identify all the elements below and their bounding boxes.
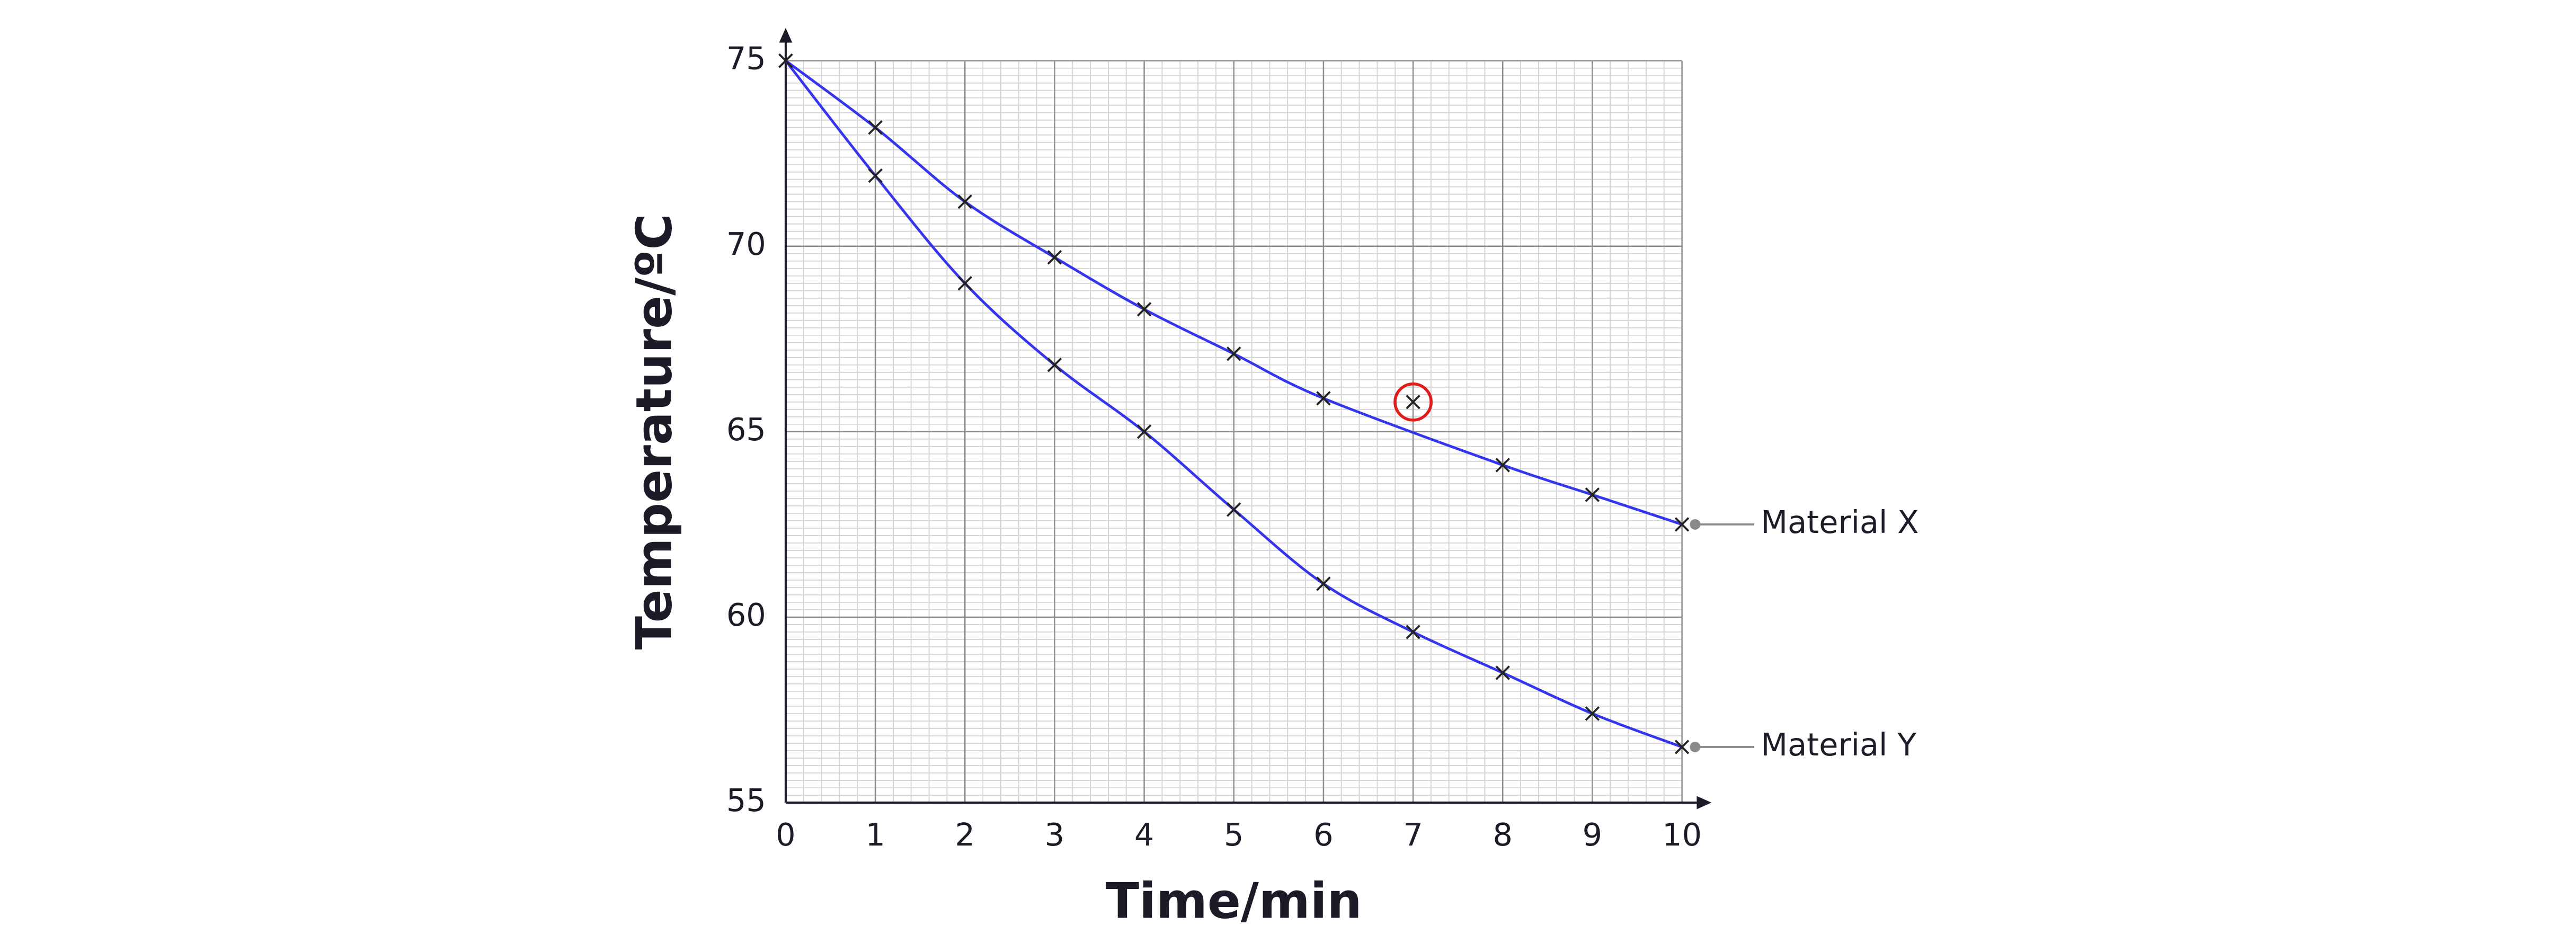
data-marker xyxy=(1316,576,1331,591)
x-tick-label: 4 xyxy=(1134,816,1154,853)
x-axis-title: Time/min xyxy=(1106,873,1362,930)
x-tick-label: 10 xyxy=(1662,816,1702,853)
data-marker xyxy=(1227,346,1241,361)
x-tick-label: 7 xyxy=(1403,816,1423,853)
data-marker xyxy=(1406,625,1420,639)
y-tick-label: 55 xyxy=(726,782,766,818)
data-marker xyxy=(868,168,883,183)
legend-dot xyxy=(1690,742,1701,752)
trend-curve xyxy=(785,59,1683,526)
data-marker xyxy=(1047,358,1062,372)
legend-dot xyxy=(1690,519,1701,530)
y-tick-label: 75 xyxy=(726,40,766,77)
y-tick-label: 60 xyxy=(726,597,766,633)
data-marker xyxy=(1495,458,1510,473)
highlight-circle xyxy=(1393,382,1433,422)
x-tick-label: 5 xyxy=(1224,816,1243,853)
data-marker xyxy=(778,53,793,68)
x-axis-arrow xyxy=(1696,796,1712,809)
trend-curve xyxy=(784,60,1683,749)
data-marker xyxy=(1585,487,1600,502)
x-tick-label: 1 xyxy=(865,816,885,853)
data-marker xyxy=(1227,502,1241,517)
data-marker xyxy=(1674,740,1690,754)
y-axis-arrow xyxy=(779,28,793,43)
data-marker xyxy=(1136,424,1152,439)
data-marker xyxy=(957,276,972,291)
x-tick-label: 2 xyxy=(955,816,975,853)
data-marker xyxy=(868,120,883,135)
data-marker xyxy=(1674,517,1690,532)
x-tick-label: 9 xyxy=(1583,816,1602,853)
data-marker xyxy=(1406,395,1420,410)
x-tick-label: 6 xyxy=(1313,816,1333,853)
data-marker xyxy=(1136,302,1152,317)
legend-label: Material X xyxy=(1761,504,1918,540)
y-tick-label: 65 xyxy=(726,411,766,448)
data-marker xyxy=(957,194,972,209)
x-tick-label: 0 xyxy=(776,816,795,853)
data-marker xyxy=(1495,665,1510,680)
data-marker xyxy=(1585,706,1600,721)
y-tick-label: 70 xyxy=(726,226,766,262)
legend-label: Material Y xyxy=(1761,726,1917,763)
x-tick-label: 3 xyxy=(1045,816,1064,853)
y-axis-title: Temperature/ºC xyxy=(626,213,683,650)
x-tick-label: 8 xyxy=(1493,816,1513,853)
data-marker xyxy=(1316,391,1331,406)
data-marker xyxy=(1047,250,1062,265)
